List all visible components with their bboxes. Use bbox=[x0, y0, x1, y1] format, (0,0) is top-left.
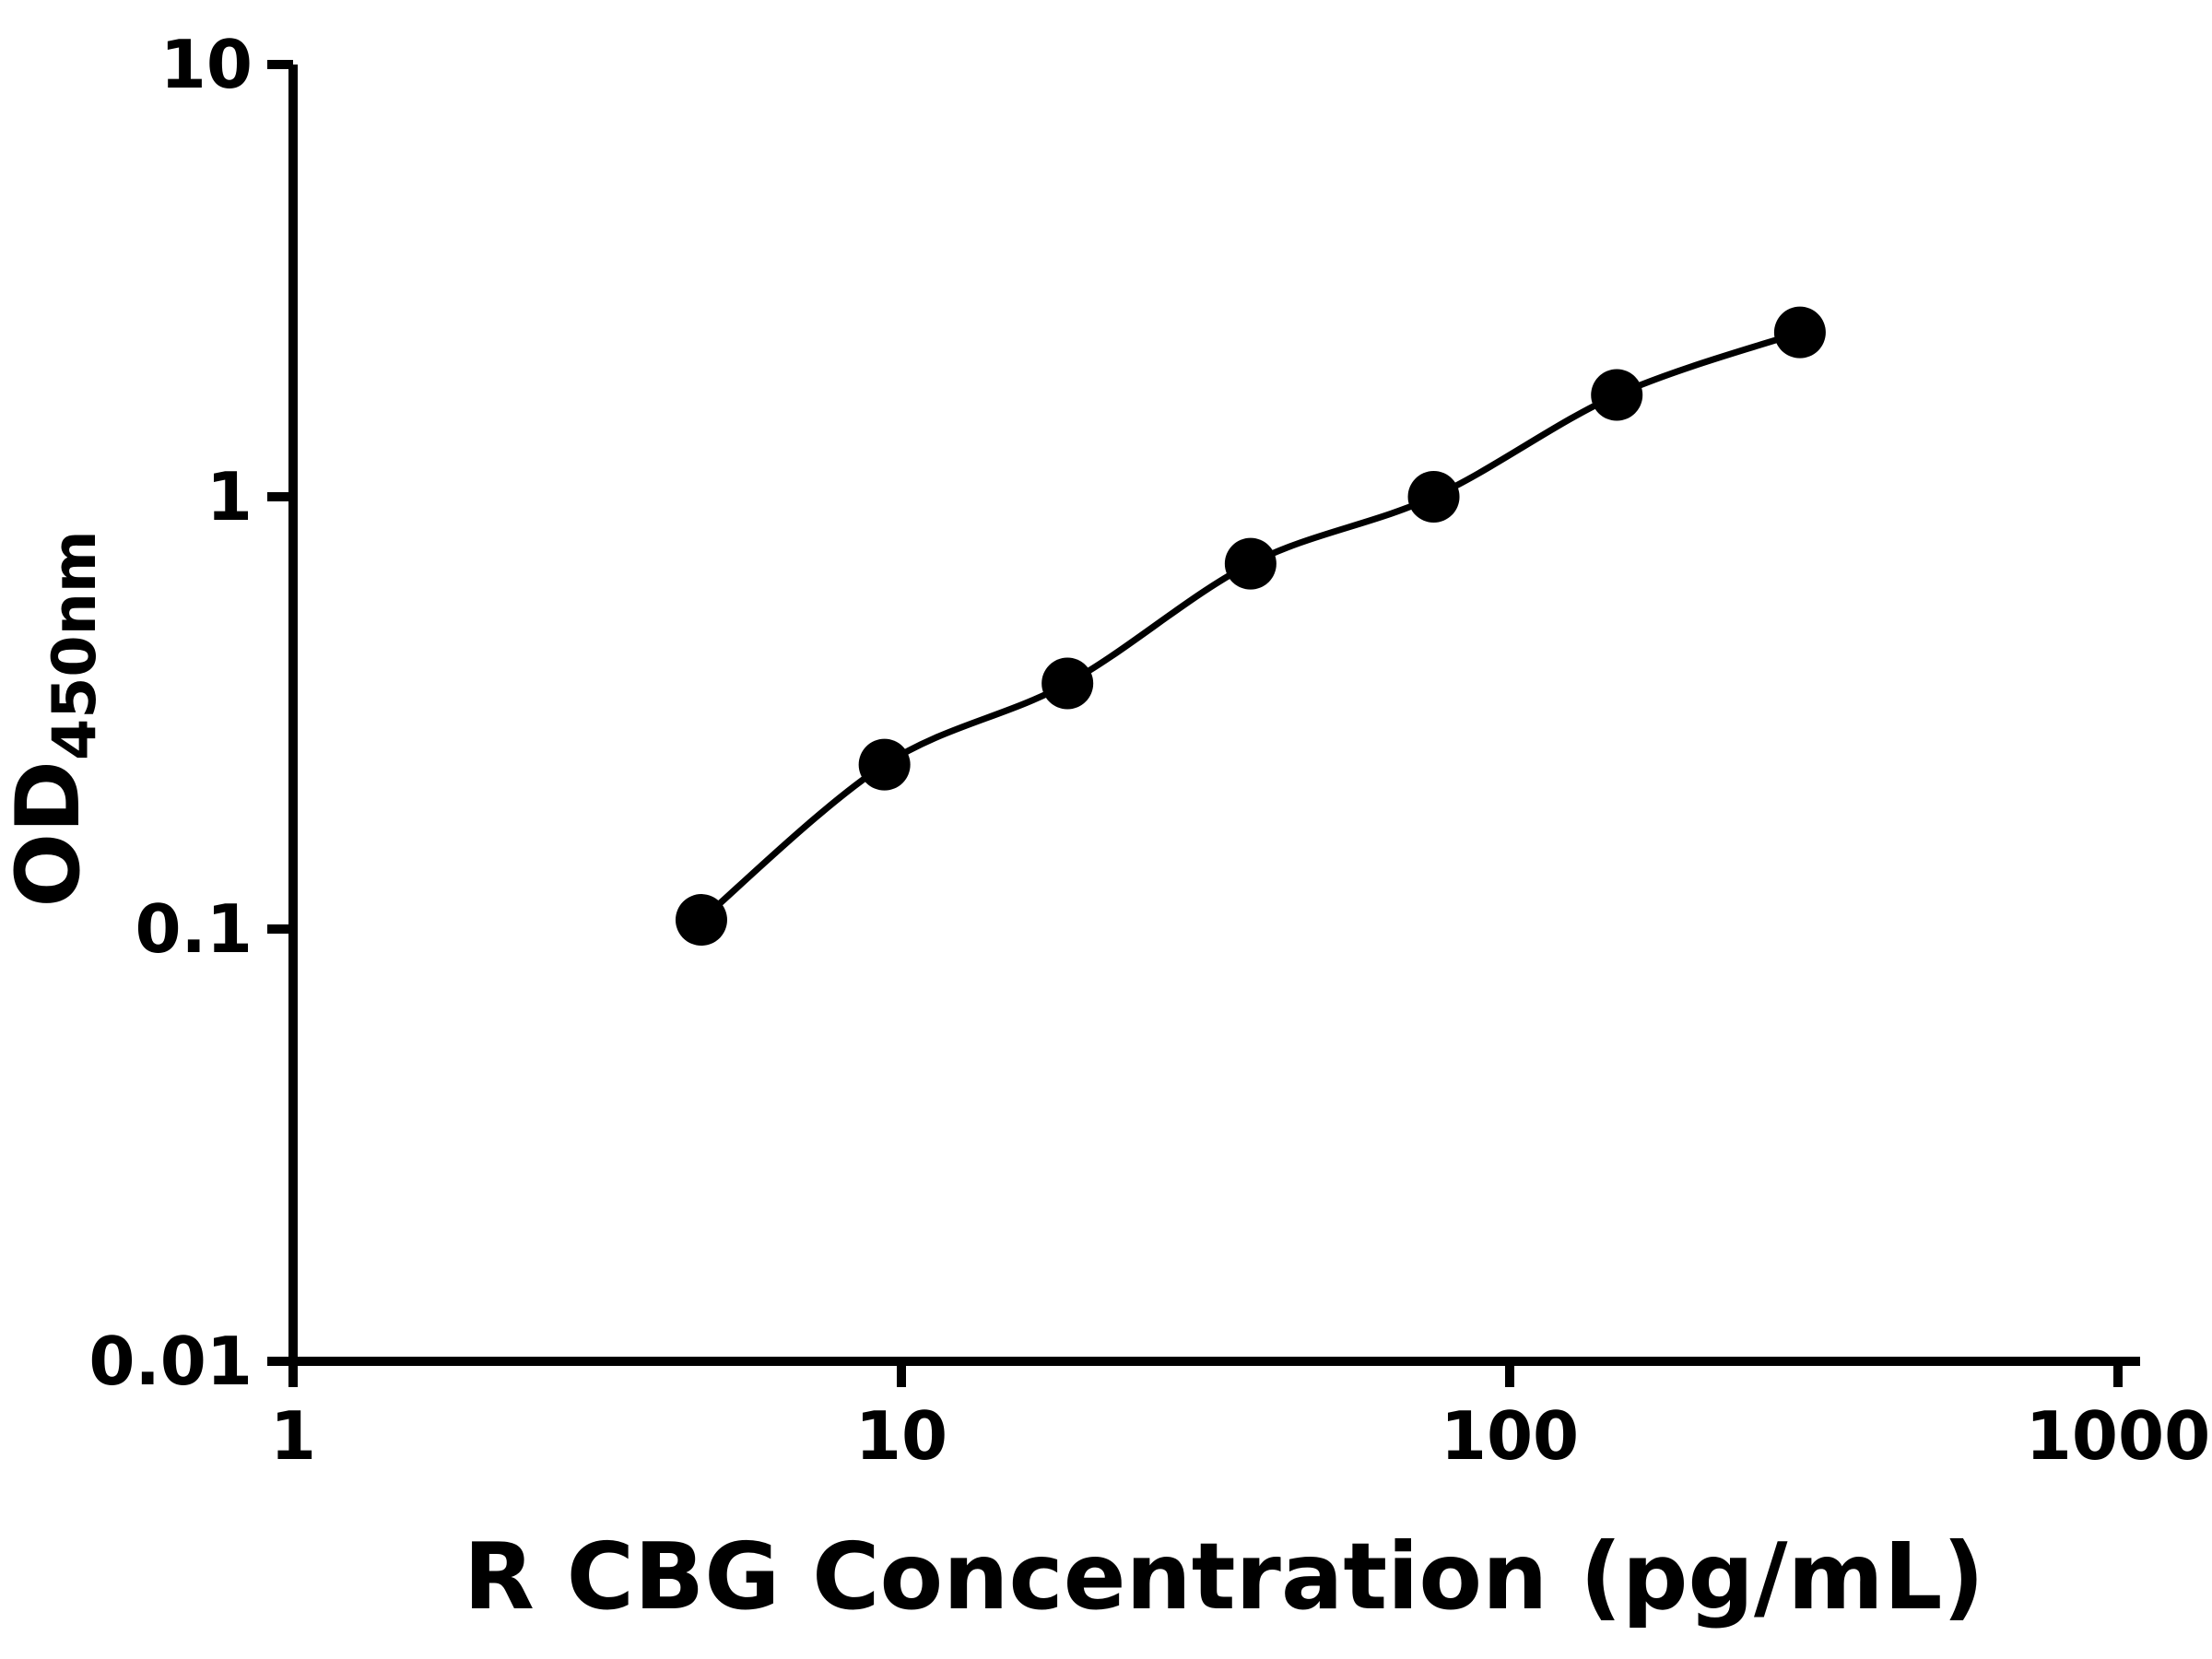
x-axis-tick-label: 100 bbox=[1441, 1397, 1579, 1475]
data-point bbox=[1773, 306, 1826, 359]
data-point bbox=[1224, 537, 1277, 590]
data-point bbox=[1407, 471, 1460, 523]
data-point bbox=[675, 894, 727, 947]
fit-curve bbox=[699, 329, 1802, 923]
x-axis-tick-label: 10 bbox=[855, 1397, 947, 1475]
y-axis-tick-label: 0.1 bbox=[135, 890, 253, 968]
x-axis-tick-label: 1000 bbox=[2026, 1397, 2210, 1475]
y-axis-title: OD450nm bbox=[0, 530, 110, 907]
x-axis-title: R CBG Concentration (pg/mL) bbox=[464, 1523, 1984, 1630]
data-point bbox=[1591, 369, 1643, 421]
data-point bbox=[858, 738, 911, 791]
y-axis-title-subscript: 450nm bbox=[41, 530, 110, 760]
y-axis-title-main: OD bbox=[0, 760, 100, 908]
y-axis-tick-label: 10 bbox=[160, 26, 253, 103]
data-point bbox=[1041, 657, 1094, 710]
y-axis-tick-label: 0.01 bbox=[88, 1323, 253, 1400]
x-axis-tick-label: 1 bbox=[270, 1397, 316, 1475]
y-axis-tick-label: 1 bbox=[206, 458, 253, 535]
